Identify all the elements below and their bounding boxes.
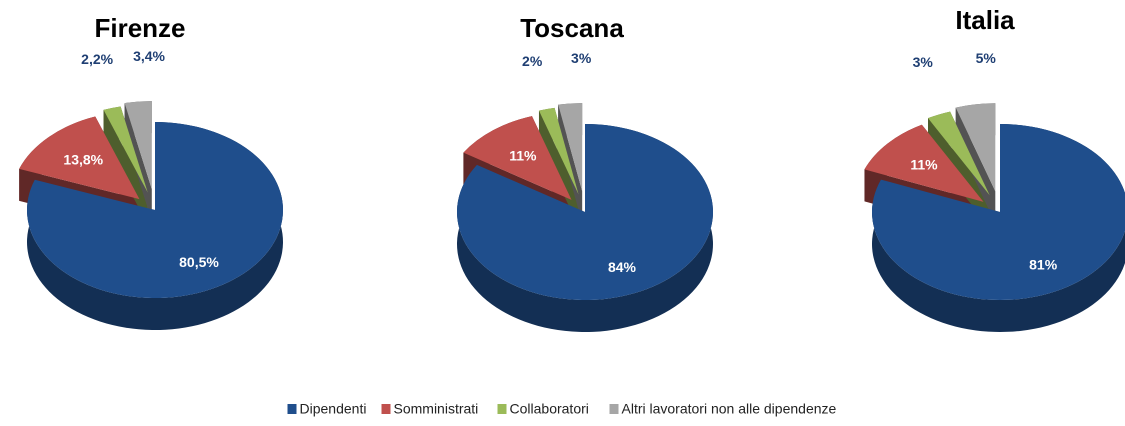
data-label: 81% (1029, 256, 1058, 272)
data-labels: 80,5% 13,8% 2,2% 3,4% (63, 48, 219, 270)
slice (103, 106, 148, 193)
data-label: 5% (976, 50, 997, 66)
slice (457, 124, 713, 300)
slice (928, 111, 990, 196)
slice (19, 116, 140, 200)
data-label: 13,8% (63, 151, 103, 167)
pie-tops (864, 103, 1125, 300)
legend: Dipendenti Somministrati Collaboratori Altr… (287, 401, 837, 417)
data-label: 11% (910, 156, 938, 172)
slice (955, 103, 996, 192)
legend-swatch (381, 404, 391, 414)
data-label: 11% (509, 147, 537, 163)
pie-tops (19, 101, 283, 298)
pie-tops (457, 103, 713, 300)
data-labels: 81% 11% 3% 5% (910, 50, 1057, 272)
slice-side-wall (955, 103, 996, 224)
chart-title: Toscana (520, 13, 624, 43)
data-label: 3% (913, 54, 934, 70)
chart-title: Italia (955, 5, 1015, 35)
data-label: 3,4% (133, 48, 165, 64)
legend-swatch (497, 404, 507, 414)
slice (872, 124, 1125, 300)
slice (463, 116, 572, 200)
data-label: 2% (522, 53, 543, 69)
slice (558, 103, 583, 192)
data-label: 3% (571, 50, 592, 66)
data-labels: 84% 11% 2% 3% (509, 50, 636, 275)
legend-swatch (609, 404, 619, 414)
slice (26, 122, 283, 298)
slice (538, 107, 579, 195)
slice-side-wall (124, 101, 152, 222)
data-label: 80,5% (179, 254, 219, 270)
legend-label: Somministrati (394, 401, 479, 417)
data-label: 2,2% (81, 51, 113, 67)
chart-title: Firenze (94, 13, 185, 43)
slice-side-wall (558, 103, 583, 224)
legend-label: Dipendenti (300, 401, 367, 417)
slice (864, 124, 984, 202)
legend-label: Collaboratori (510, 401, 589, 417)
legend-label: Altri lavoratori non alle dipendenze (622, 401, 837, 417)
slice (124, 101, 152, 190)
legend-swatch (287, 404, 297, 414)
data-label: 84% (608, 259, 637, 275)
